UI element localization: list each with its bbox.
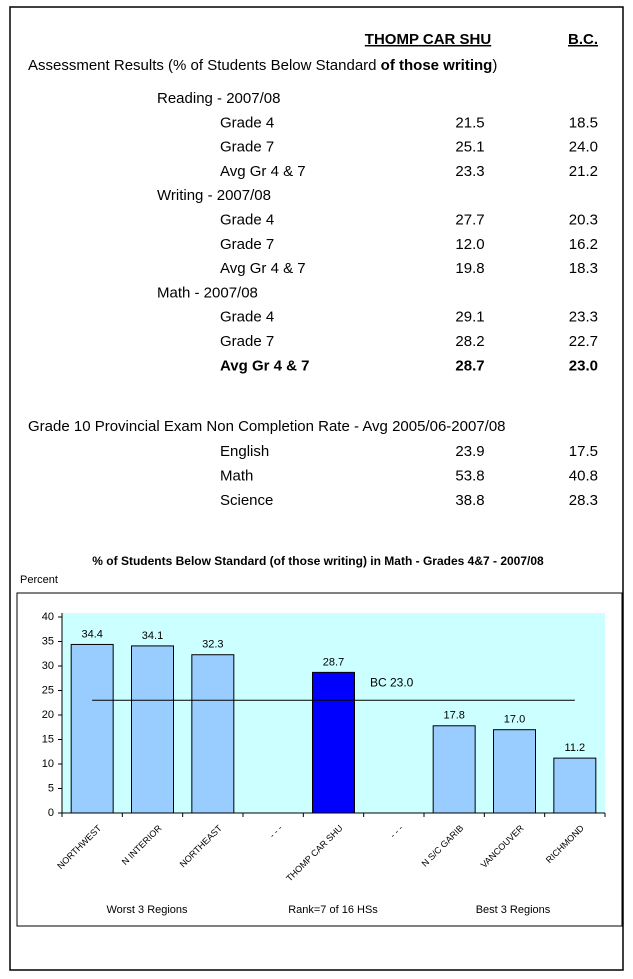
- row-value: 23.9: [455, 443, 484, 460]
- chart-title: % of Students Below Standard (of those w…: [92, 554, 544, 568]
- row-value: 25.1: [455, 139, 484, 156]
- value-label: 28.7: [323, 656, 344, 668]
- footnote: Rank=7 of 16 HSs: [288, 904, 378, 916]
- row-label: English: [220, 443, 269, 460]
- bar: [493, 729, 536, 814]
- y-tick-label: 0: [48, 807, 54, 819]
- section-name: Writing - 2007/08: [157, 187, 271, 204]
- row-value: 53.8: [455, 467, 484, 484]
- value-label: 34.1: [142, 630, 163, 642]
- value-label: 17.0: [504, 714, 525, 726]
- row-value: 18.5: [569, 114, 598, 131]
- title-part: of those writing: [381, 57, 493, 74]
- row-value: 23.3: [569, 309, 598, 326]
- y-tick-label: 10: [42, 758, 54, 770]
- grade10-title: Grade 10 Provincial Exam Non Completion …: [28, 418, 506, 435]
- row-value: 23.3: [455, 163, 484, 180]
- y-tick-label: 30: [42, 660, 54, 672]
- row-value: 29.1: [455, 309, 484, 326]
- row-value: 18.3: [569, 260, 598, 277]
- value-label: 17.8: [443, 710, 464, 722]
- row-label: Avg Gr 4 & 7: [220, 260, 306, 277]
- bar: [432, 725, 476, 814]
- title-part: Assessment Results (% of Students Below …: [28, 57, 381, 74]
- bar: [131, 645, 174, 814]
- row-label: Science: [220, 492, 273, 509]
- row-value: 22.7: [569, 333, 598, 350]
- y-tick-label: 15: [42, 733, 54, 745]
- value-label: 11.2: [565, 742, 586, 754]
- row-value: 23.0: [569, 357, 598, 374]
- y-tick-label: 35: [42, 635, 54, 647]
- row-value: 20.3: [569, 211, 598, 228]
- row-label: Grade 4: [220, 211, 274, 228]
- row-value: 16.2: [569, 236, 598, 253]
- y-tick-label: 25: [42, 684, 54, 696]
- value-label: 32.3: [202, 639, 223, 651]
- section-name: Math - 2007/08: [157, 284, 258, 301]
- row-value: 21.2: [569, 163, 598, 180]
- y-tick-label: 20: [42, 709, 54, 721]
- footnote: Best 3 Regions: [476, 904, 551, 916]
- row-value: 27.7: [455, 211, 484, 228]
- assessment-title: Assessment Results (% of Students Below …: [28, 57, 497, 74]
- row-label: Grade 4: [220, 309, 274, 326]
- row-label: Avg Gr 4 & 7: [220, 163, 306, 180]
- row-value: 19.8: [455, 260, 484, 277]
- row-value: 21.5: [455, 114, 484, 131]
- row-label: Math: [220, 467, 253, 484]
- row-value: 40.8: [569, 467, 598, 484]
- footnote: Worst 3 Regions: [106, 904, 188, 916]
- row-value: 38.8: [455, 492, 484, 509]
- row-value: 28.3: [569, 492, 598, 509]
- y-tick-label: 40: [42, 611, 54, 623]
- bar: [553, 757, 597, 814]
- bar: [191, 654, 235, 814]
- row-label: Grade 7: [220, 333, 274, 350]
- bar: [312, 671, 355, 814]
- column-header: B.C.: [568, 31, 598, 48]
- row-label: Avg Gr 4 & 7: [220, 357, 309, 374]
- title-part: ): [492, 57, 497, 74]
- row-label: Grade 7: [220, 236, 274, 253]
- y-axis-label: Percent: [20, 574, 58, 586]
- row-value: 28.7: [455, 357, 484, 374]
- row-label: Grade 4: [220, 114, 274, 131]
- y-tick-label: 5: [48, 782, 54, 794]
- value-label: 34.4: [81, 628, 102, 640]
- row-value: 12.0: [455, 236, 484, 253]
- row-value: 24.0: [569, 139, 598, 156]
- row-label: Grade 7: [220, 139, 274, 156]
- section-name: Reading - 2007/08: [157, 90, 280, 107]
- bar: [70, 643, 114, 814]
- row-value: 28.2: [455, 333, 484, 350]
- reference-label: BC 23.0: [370, 675, 414, 689]
- row-value: 17.5: [569, 443, 598, 460]
- column-header: THOMP CAR SHU: [365, 31, 491, 48]
